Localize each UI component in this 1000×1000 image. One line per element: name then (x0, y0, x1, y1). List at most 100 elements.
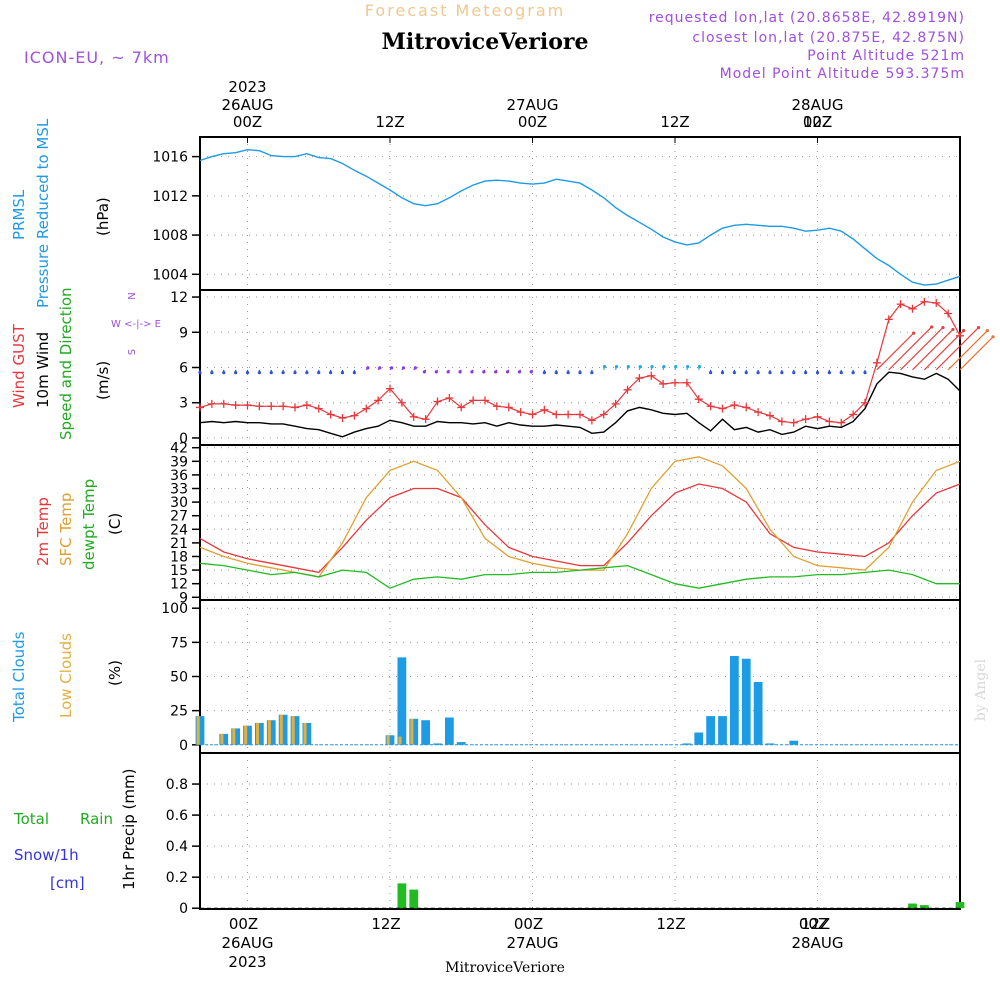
precip-ytick-label: 0.2 (166, 870, 188, 886)
temperature-ytick-label: 36 (170, 468, 188, 484)
gust-marker (813, 412, 822, 421)
gust-marker (552, 410, 561, 419)
wind-ytick-label: 0 (179, 431, 188, 447)
wind-direction-arrowhead (686, 365, 690, 369)
gust-marker (492, 402, 501, 411)
wind-direction-arrowhead (744, 371, 748, 375)
gust-marker (421, 415, 430, 424)
clouds-ytick-label: 0 (179, 738, 188, 754)
cloud-low-bar (410, 718, 414, 745)
credit: by Angel (973, 658, 989, 721)
wind-speed-line (199, 371, 961, 438)
precip-legend-unit: [cm] (50, 874, 85, 892)
gust-marker (374, 396, 383, 405)
gust-marker (944, 309, 953, 318)
gust-marker (694, 395, 703, 404)
temperature-ytick-label: 33 (170, 482, 188, 498)
pressure-ytick-label: 1004 (152, 267, 188, 283)
cloud-total-bar (231, 728, 241, 745)
wind-direction-arrowhead (951, 327, 955, 332)
wind-direction-arrowhead (269, 371, 273, 375)
wind-direction-arrowhead (991, 335, 995, 339)
wind-direction-arrowhead (317, 371, 321, 375)
gust-marker (611, 399, 620, 408)
cloud-total-bar (219, 733, 229, 745)
wind-direction-arrowhead (281, 371, 285, 375)
gust-marker (243, 401, 252, 410)
wind-direction-arrowhead (961, 329, 966, 333)
gust-marker (884, 315, 893, 324)
cloud-low-bar (196, 716, 200, 745)
wind-direction-arrowhead (390, 366, 394, 370)
wind-direction-arrowhead (222, 371, 226, 375)
top-time-tick: 00Z (518, 113, 547, 131)
wind-direction-arrowhead (985, 329, 989, 333)
wind-direction-arrowhead (662, 365, 666, 369)
temperature-ytick-label: 42 (170, 441, 188, 457)
gust-marker (516, 408, 525, 417)
gust-marker (457, 403, 466, 412)
gust-marker (504, 403, 513, 412)
temperature-ytick-label: 27 (170, 509, 188, 525)
cloud-total-bar (718, 716, 727, 745)
cloud-low-bar (279, 714, 283, 745)
wind-direction-arrowhead (210, 371, 214, 375)
rain-bar (908, 903, 917, 909)
gust-marker (801, 415, 810, 424)
wind-direction-arrow (876, 332, 915, 371)
gust-marker (481, 396, 489, 405)
wind-direction-arrowhead (245, 371, 250, 375)
top-time-tick: 00Z (803, 113, 832, 131)
gust-marker (386, 384, 394, 393)
cloud-total-bar (266, 720, 276, 745)
gust-marker (754, 408, 763, 417)
bottom-day-label: 26AUG (222, 934, 274, 952)
cloud-total-bar (741, 658, 751, 745)
gust-marker (682, 378, 691, 387)
gust-marker (196, 403, 204, 412)
wind-direction-arrow (912, 328, 954, 371)
gust-marker (219, 399, 228, 408)
wind-direction-arrowhead (378, 366, 382, 370)
wind-direction-arrowhead (602, 365, 607, 369)
wind-direction-arrowhead (863, 371, 867, 375)
wind-direction-arrowhead (505, 370, 510, 374)
wind-ytick-label: 9 (179, 325, 188, 341)
wind-direction-arrowhead (305, 371, 309, 375)
precip-legend-snow: Snow/1h (14, 846, 79, 864)
gust-marker (599, 410, 608, 419)
cloud-label-total: Total Clouds (10, 631, 28, 723)
cloud-low-bar (303, 722, 307, 745)
cloud-total-bar (195, 716, 205, 745)
cloud-low-bar (220, 733, 224, 745)
gust-marker (647, 371, 656, 380)
gust-marker (576, 410, 584, 419)
clouds-ytick-label: 75 (170, 635, 188, 651)
gust-marker (659, 379, 668, 388)
wind-direction-arrowhead (578, 371, 582, 375)
bottom-time-tick: 00Z (514, 915, 543, 933)
precip-ytick-label: 0.6 (166, 808, 188, 824)
wind-direction-arrowhead (590, 371, 594, 375)
wind-direction-arrowhead (413, 366, 417, 370)
wind-direction-arrowhead (780, 371, 784, 375)
precip-legend-total: Total (13, 810, 49, 828)
gust-marker (777, 417, 786, 426)
bottom-day-label: 28AUG (792, 934, 844, 952)
pressure-ytick-label: 1008 (152, 228, 188, 244)
cloud-total-bar (789, 740, 799, 745)
gust-marker (861, 398, 869, 407)
gust-marker (766, 411, 774, 420)
gust-marker (231, 401, 240, 410)
wind-label-gust: Wind GUST (10, 323, 28, 408)
bottom-time-tick: 00Z (799, 915, 828, 933)
wind-direction-arrow (947, 330, 988, 371)
wind-direction-arrowhead (482, 370, 486, 374)
cloud-total-bar (278, 714, 288, 745)
temp-label-2m: 2m Temp (34, 497, 52, 566)
wind-direction-arrowhead (566, 371, 570, 375)
top-time-tick: 12Z (660, 113, 689, 131)
pressure-unit: (hPa) (94, 197, 112, 236)
cloud-total-bar (765, 743, 775, 745)
wind-direction-arrow (888, 326, 933, 371)
